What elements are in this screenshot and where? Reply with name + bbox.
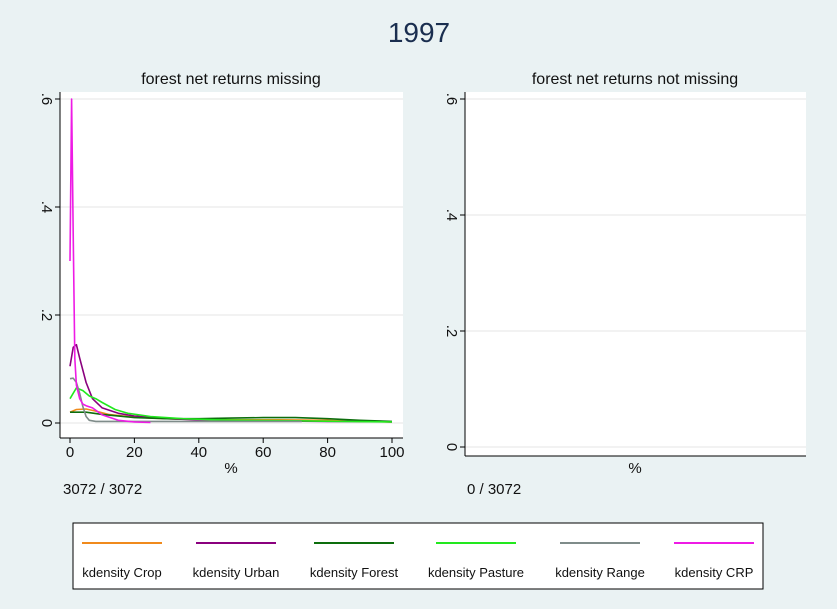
left-y-tick-label: .4 [38, 201, 55, 214]
left-y-tick-label: .2 [38, 309, 55, 322]
left-x-tick-label: 100 [379, 444, 404, 461]
left-y-tick-label: 0 [38, 419, 55, 427]
left-x-axis-title: % [224, 460, 237, 477]
legend-label: kdensity Crop [82, 565, 161, 580]
legend-item: kdensity CRP [674, 542, 754, 580]
legend-label: kdensity CRP [675, 565, 754, 580]
legend-item: kdensity Crop [82, 542, 162, 580]
right-y-tick-label: .6 [443, 93, 460, 106]
legend-box [72, 522, 764, 590]
legend-item: kdensity Urban [193, 542, 280, 580]
left-x-tick-label: 40 [190, 444, 207, 461]
legend: kdensity Crop kdensity Urban kdensity Fore… [82, 542, 754, 580]
right-y-tick-label: .2 [443, 325, 460, 338]
left-series-group [69, 98, 393, 424]
legend-item: kdensity Range [555, 542, 645, 580]
left-grid [60, 98, 403, 424]
left-x-tick-label: 60 [255, 444, 272, 461]
right-y-tick-label: .4 [443, 209, 460, 222]
left-x-tick-label: 20 [126, 444, 143, 461]
left-panel-title: forest net returns missing [141, 71, 321, 88]
legend-item: kdensity Forest [310, 542, 399, 580]
left-axes: 0 .2 .4 .6 0 20 40 60 80 100 [38, 92, 405, 461]
right-panel-title: forest net returns not missing [532, 71, 738, 88]
right-grid [465, 98, 806, 448]
series-line-kdensity-crp [69, 98, 151, 424]
left-count-note: 3072 / 3072 [63, 481, 142, 498]
legend-label: kdensity Pasture [428, 565, 524, 580]
legend-label: kdensity Range [555, 565, 645, 580]
left-x-tick-label: 0 [66, 444, 74, 461]
right-x-axis-title: % [628, 460, 641, 477]
series-line-kdensity-forest [70, 411, 393, 423]
legend-label: kdensity Forest [310, 565, 399, 580]
left-x-tick-label: 80 [319, 444, 336, 461]
figure-title: 1997 [388, 17, 450, 48]
right-axes: 0 .2 .4 .6 [443, 92, 806, 457]
left-plot-area [60, 92, 403, 438]
right-plot-area [465, 92, 806, 456]
legend-item: kdensity Pasture [428, 542, 524, 580]
legend-label: kdensity Urban [193, 565, 280, 580]
right-count-note: 0 / 3072 [467, 481, 521, 498]
left-y-tick-label: .6 [38, 93, 55, 106]
right-y-tick-label: 0 [443, 443, 460, 451]
